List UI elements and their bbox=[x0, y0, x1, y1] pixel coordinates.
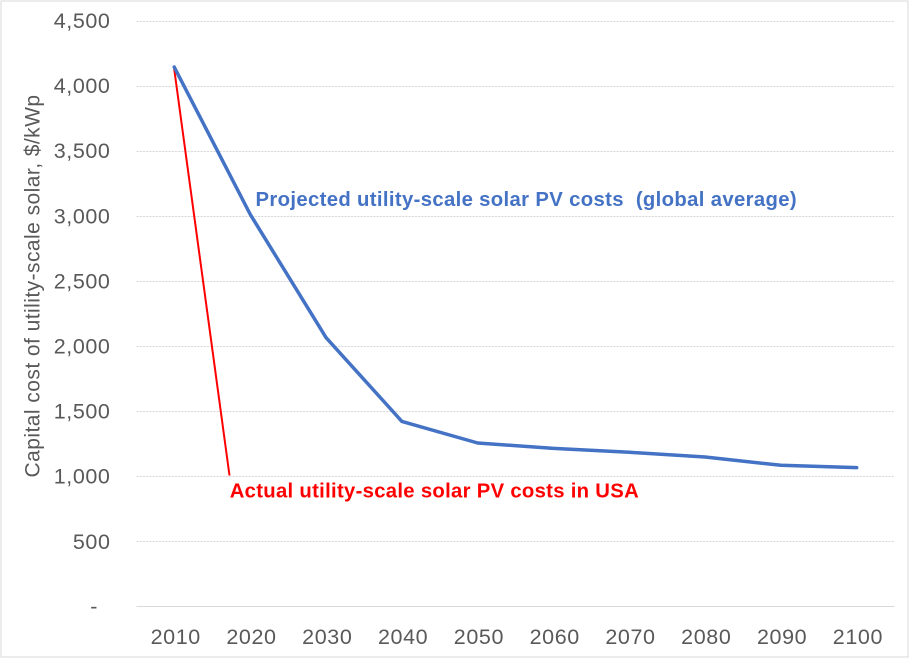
svg-text:1,500: 1,500 bbox=[54, 400, 111, 424]
svg-text:Projected utility-scale solar: Projected utility-scale solar PV costs (… bbox=[256, 189, 797, 211]
svg-text:2040: 2040 bbox=[378, 625, 428, 649]
svg-text:2100: 2100 bbox=[833, 625, 883, 649]
svg-text:2070: 2070 bbox=[605, 625, 655, 649]
svg-text:-: - bbox=[90, 595, 98, 619]
svg-text:3,500: 3,500 bbox=[54, 139, 111, 163]
svg-text:500: 500 bbox=[73, 530, 111, 554]
svg-text:2060: 2060 bbox=[530, 625, 580, 649]
svg-text:2090: 2090 bbox=[757, 625, 807, 649]
svg-text:2010: 2010 bbox=[151, 625, 201, 649]
svg-text:2,000: 2,000 bbox=[54, 335, 111, 359]
svg-text:2050: 2050 bbox=[454, 625, 504, 649]
svg-text:2,500: 2,500 bbox=[54, 269, 111, 293]
svg-text:3,000: 3,000 bbox=[54, 204, 111, 228]
svg-text:4,500: 4,500 bbox=[54, 9, 111, 33]
svg-text:2030: 2030 bbox=[302, 625, 352, 649]
svg-text:Capital cost of utility-scale: Capital cost of utility-scale solar, $/k… bbox=[22, 94, 45, 477]
svg-text:2080: 2080 bbox=[681, 625, 731, 649]
svg-text:1,000: 1,000 bbox=[54, 465, 111, 489]
svg-text:Actual utility-scale solar PV: Actual utility-scale solar PV costs in U… bbox=[230, 481, 639, 503]
svg-text:2020: 2020 bbox=[226, 625, 276, 649]
svg-text:4,000: 4,000 bbox=[54, 74, 111, 98]
